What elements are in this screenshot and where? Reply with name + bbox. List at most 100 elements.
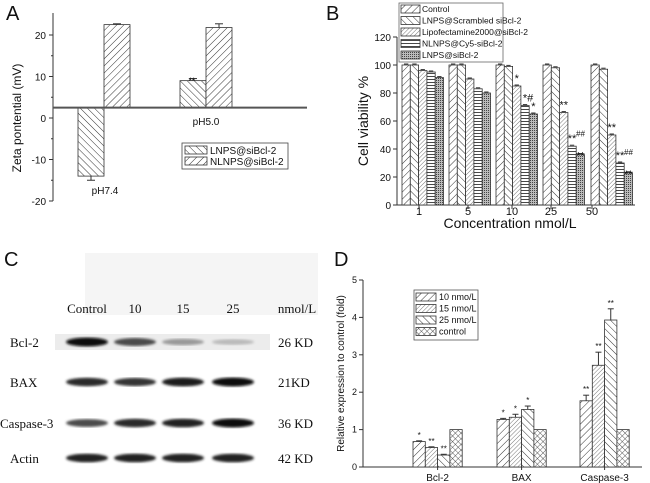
legend-label: 10 nmo/L <box>439 292 477 302</box>
significance-mark: ** <box>608 299 614 308</box>
bar-lnps-scrambled-sibcl-2 <box>503 66 513 206</box>
panel-label-a: A <box>6 3 20 25</box>
y-axis-label: Zeta pontential (mV) <box>10 64 24 173</box>
legend-label: NLNPS@Cy5-siBcl-2 <box>422 39 503 49</box>
bar-lipofectamine2000-sibcl-2 <box>559 112 569 206</box>
x-tick-label: 25 <box>545 206 557 218</box>
bar-10-nmo-l <box>496 419 510 468</box>
legend-label: 15 nmo/L <box>439 304 477 314</box>
panel-label-b: B <box>326 3 339 25</box>
blot-band <box>66 419 108 427</box>
y-tick-label: 100 <box>374 61 391 72</box>
significance-mark: ** <box>559 100 568 112</box>
protein-label: Bcl-2 <box>10 335 39 350</box>
blot-band <box>66 453 108 463</box>
bar-10-nmo-l <box>412 441 426 468</box>
legend-swatch <box>400 27 421 37</box>
significance-mark: * <box>531 101 536 113</box>
bar-25-nmo-l <box>437 454 451 468</box>
significance-mark: ** <box>624 169 633 181</box>
significance-mark: ** <box>583 385 589 394</box>
bar-25-nmo-l <box>604 319 618 468</box>
protein-label: Caspase-3 <box>0 416 53 431</box>
x-tick-label: BAX <box>512 473 532 483</box>
blot-band <box>66 337 108 347</box>
legend-label: NLNPS@siBcl-2 <box>210 157 284 168</box>
bar-control <box>533 429 547 468</box>
x-tick-label: 50 <box>586 206 598 218</box>
legend-label: LNPS@siBcl-2 <box>422 50 479 60</box>
significance-mark: * <box>526 396 529 405</box>
bar-nlnps-cy5-sibcl-2 <box>615 162 625 206</box>
bar-15-nmo-l <box>591 364 605 468</box>
x-tick-label: 10 <box>506 206 518 218</box>
blot-band <box>212 377 254 387</box>
bar-lnps-sibcl-2 <box>481 92 491 206</box>
x-tick-label: 5 <box>465 206 471 218</box>
significance-mark: ## <box>576 130 585 139</box>
bar-25-nmo-l <box>521 409 535 468</box>
y-tick-label: 0 <box>40 114 46 125</box>
y-tick-label: 60 <box>380 117 392 128</box>
y-axis-label: Relative expression to control (fold) <box>336 295 347 452</box>
legend-swatch <box>400 39 421 48</box>
molecular-weight-label: 21KD <box>278 375 310 390</box>
legend-swatch <box>415 304 437 313</box>
significance-mark: ** <box>441 444 447 453</box>
panel-label-d: D <box>334 249 348 271</box>
blot-band <box>212 453 254 463</box>
significance-mark: ** <box>428 437 434 446</box>
bar-lnps-scrambled-sibcl-2 <box>550 67 560 206</box>
legend-swatch <box>400 50 421 60</box>
significance-mark: * <box>502 408 505 417</box>
blot-band <box>162 377 204 387</box>
blot-band <box>162 453 204 463</box>
bar-lnps-sibcl-2 <box>434 77 444 206</box>
blot-band <box>114 418 156 428</box>
blot-band <box>162 338 204 346</box>
lane-label: 15 <box>177 301 190 316</box>
panel-d-expression-chart: 0 1 2 3 4 5 Relative expression to control (fo… <box>336 275 642 483</box>
panel-label-c: C <box>4 249 18 271</box>
bar-lipofectamine2000-sibcl-2 <box>418 70 428 206</box>
significance-mark: * <box>514 404 517 413</box>
y-tick-label: 0 <box>385 201 391 212</box>
bar-control <box>590 64 600 206</box>
bar-control <box>401 64 411 206</box>
protein-label: Actin <box>10 451 39 466</box>
y-tick-label: 4 <box>352 312 357 322</box>
legend-swatch <box>400 4 421 14</box>
y-tick-label: 5 <box>352 275 357 285</box>
legend-swatch <box>184 145 208 155</box>
bar-control <box>495 64 505 206</box>
legend-swatch <box>415 327 437 336</box>
bar-control <box>448 64 458 206</box>
bar-nlnps-cy5-sibcl-2 <box>426 71 436 206</box>
bar-lipofectamine2000-sibcl-2 <box>512 85 522 206</box>
y-tick-label: 3 <box>352 350 357 360</box>
significance-mark: ** <box>595 342 601 351</box>
bar-lnps-sibcl-2 <box>528 113 538 206</box>
significance-mark: ** <box>607 122 616 134</box>
x-tick-label: 1 <box>416 206 422 218</box>
blot-band <box>114 453 156 463</box>
significance-mark: * <box>515 73 520 85</box>
legend-swatch <box>415 292 437 302</box>
lane-label: Control <box>67 301 107 316</box>
y-tick-label: 1 <box>352 425 357 435</box>
bar-lnps-sibcl-2 <box>575 154 585 206</box>
unit-label: nmol/L <box>278 301 316 316</box>
molecular-weight-label: 42 KD <box>278 451 313 466</box>
significance-mark: * <box>418 431 421 440</box>
bar-lnps-sibcl-2 <box>179 80 207 109</box>
bar-lnps-scrambled-sibcl-2 <box>598 68 608 206</box>
bar-lipofectamine2000-sibcl-2 <box>607 134 617 206</box>
lane-label: 25 <box>227 301 240 316</box>
y-tick-label: -10 <box>32 156 47 167</box>
header-shade <box>85 253 318 315</box>
bar-lnps-sibcl-2 <box>623 172 633 206</box>
y-tick-label: 40 <box>380 145 392 156</box>
legend-label: LNPS@siBcl-2 <box>210 146 277 157</box>
blot-band <box>66 377 108 387</box>
